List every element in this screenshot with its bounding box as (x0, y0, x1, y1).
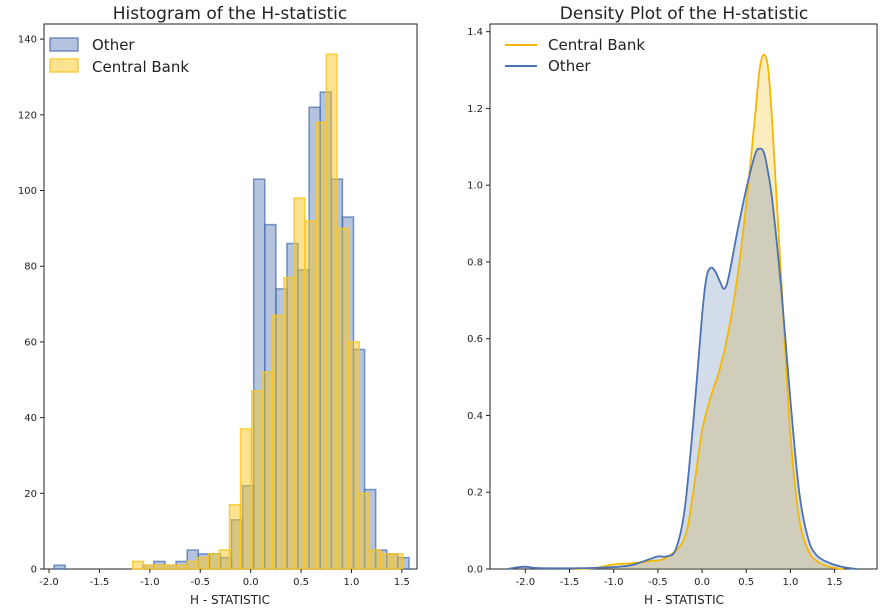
y-tick-label: 120 (18, 110, 37, 121)
density-panel: -2.0 -1.5 -1.0 -0.5 0.0 0.5 1.0 1.5 0.00.20.40.… (467, 4, 878, 607)
histogram-bar-central-bank (143, 564, 156, 570)
density-fill-other (507, 148, 857, 569)
histogram-bar-central-bank (186, 560, 199, 570)
x-tick-label: -0.5 (190, 577, 210, 588)
density-areas (507, 53, 857, 570)
x-tick-label: 0.5 (293, 577, 309, 588)
histogram-bar-central-bank (336, 227, 349, 570)
density-axes-frame (489, 23, 878, 570)
x-tick-label: 1.0 (782, 577, 798, 588)
density-line-other (507, 147, 857, 570)
histogram-bar-central-bank (175, 564, 188, 570)
density-legend: Central Bank Other (505, 36, 645, 75)
y-tick-label: 0.6 (467, 334, 483, 345)
y-tick-label: 60 (24, 337, 37, 348)
x-tick-label: 0.0 (694, 577, 710, 588)
density-fill-central-bank (573, 54, 844, 569)
y-tick-label: 0.0 (467, 565, 483, 576)
histogram-bar-central-bank (250, 390, 264, 570)
y-tick-label: 0 (31, 565, 37, 576)
y-tick-label: 0.4 (467, 411, 483, 422)
histogram-bar-central-bank (196, 556, 209, 570)
histogram-x-axis-label: H - STATISTIC (190, 593, 270, 607)
y-tick-label: 40 (24, 413, 37, 424)
histogram-bar-central-bank (368, 549, 382, 570)
histogram-bar-other (53, 564, 66, 570)
histogram-bar-central-bank (283, 276, 296, 570)
y-tick-label: 1.2 (467, 104, 483, 115)
histogram-bar-central-bank (293, 197, 306, 570)
density-line-central-bank (573, 53, 844, 570)
x-tick-label: -1.5 (560, 577, 580, 588)
histogram-bar-central-bank (228, 503, 242, 570)
histogram-bar-central-bank (261, 371, 274, 570)
y-tick-label: 20 (24, 489, 37, 500)
histogram-bar-central-bank (391, 553, 404, 570)
x-tick-label: -1.5 (90, 577, 110, 588)
histogram-title: Histogram of the H-statistic (113, 4, 348, 24)
histogram-bar-central-bank (357, 492, 371, 570)
x-tick-label: 1.0 (344, 577, 360, 588)
histogram-bar-central-bank (207, 553, 220, 570)
x-tick-label: -2.0 (516, 577, 536, 588)
histogram-bar-central-bank (347, 341, 360, 570)
histogram-panel: -2.0 -1.5 -1.0 -0.5 0.0 0.5 1.0 1.5 0 20 40 60 80 10… (18, 4, 418, 607)
histogram-bar-central-bank (164, 564, 177, 570)
y-tick-label: 1.4 (467, 27, 483, 38)
y-tick-label: 0.8 (467, 257, 483, 268)
legend-swatch-other (49, 37, 79, 52)
histogram-bars (53, 53, 410, 570)
y-tick-label: 80 (24, 262, 37, 273)
histogram-bar-central-bank (272, 314, 285, 570)
y-tick-label: 140 (18, 35, 37, 46)
density-title: Density Plot of the H-statistic (560, 4, 808, 24)
density-x-ticks: -2.0 -1.5 -1.0 -0.5 0.0 0.5 1.0 1.5 (516, 569, 843, 588)
histogram-bar-central-bank (239, 428, 253, 570)
x-tick-label: -1.0 (140, 577, 160, 588)
legend-swatch-central-bank (49, 58, 79, 73)
legend-label-other: Other (92, 36, 135, 54)
density-x-axis-label: H - STATISTIC (644, 593, 724, 607)
x-tick-label: 0.5 (738, 577, 754, 588)
histogram-legend: Other Central Bank (49, 36, 189, 76)
x-tick-label: 1.5 (394, 577, 410, 588)
legend-label-central-bank: Central Bank (548, 36, 645, 54)
histogram-bar-central-bank (218, 549, 231, 570)
histogram-x-ticks: -2.0 -1.5 -1.0 -0.5 0.0 0.5 1.0 1.5 (39, 569, 410, 588)
legend-label-central-bank: Central Bank (92, 58, 189, 76)
histogram-bar-central-bank (154, 564, 167, 570)
y-tick-label: 1.0 (467, 181, 483, 192)
histogram-bar-central-bank (325, 53, 338, 570)
x-tick-label: 0.0 (243, 577, 259, 588)
histogram-bar-central-bank (379, 553, 393, 570)
x-tick-label: -0.5 (648, 577, 668, 588)
histogram-bar-central-bank (304, 220, 317, 570)
y-tick-label: 0.2 (467, 488, 483, 499)
x-tick-label: -2.0 (39, 577, 59, 588)
y-tick-label: 100 (18, 186, 37, 197)
x-tick-label: 1.5 (827, 577, 843, 588)
x-tick-label: -1.0 (604, 577, 624, 588)
density-y-ticks: 0.0 0.2 0.4 0.6 0.8 1.0 1.2 1.4 (467, 27, 490, 576)
histogram-bar-central-bank (131, 560, 145, 570)
legend-label-other: Other (548, 57, 591, 75)
histogram-bar-central-bank (315, 121, 328, 570)
histogram-y-ticks: 0 20 40 60 80 100 120 140 (18, 35, 44, 576)
